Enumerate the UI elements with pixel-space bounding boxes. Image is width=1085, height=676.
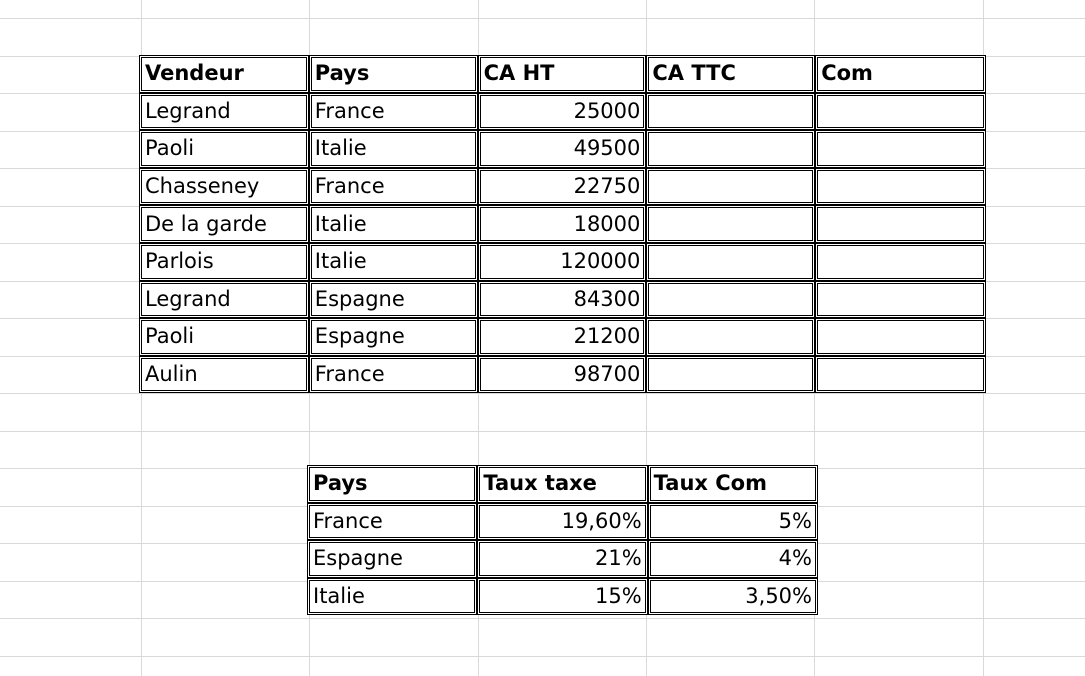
table-row: Espagne 21% 4% [307,540,818,578]
cell-com[interactable] [815,280,986,319]
cell-vendeur[interactable]: Paoli [139,130,309,168]
table-row: Chasseney France 22750 [139,167,986,206]
cell-pays[interactable]: Italie [307,577,478,616]
cell-pays[interactable]: France [307,502,478,541]
cell-pays[interactable]: Italie [308,130,478,168]
header-cell-ca-ttc[interactable]: CA TTC [646,55,816,93]
cell-ca-ht[interactable]: 18000 [477,205,647,243]
table-row: Paoli Italie 49500 [139,130,986,168]
cell-ca-ht[interactable]: 25000 [477,92,647,131]
cell-taux-com[interactable]: 3,50% [647,577,818,616]
cell-ca-ttc[interactable] [646,167,816,206]
cell-ca-ttc[interactable] [646,242,816,281]
header-cell-pays[interactable]: Pays [307,465,478,503]
cell-ca-ht[interactable]: 22750 [477,167,647,206]
cell-pays[interactable]: France [308,92,478,131]
cell-com[interactable] [815,355,986,394]
header-cell-taux-taxe[interactable]: Taux taxe [477,465,648,503]
rates-header-row: Pays Taux taxe Taux Com [307,465,818,503]
sales-table: Vendeur Pays CA HT CA TTC Com Legrand Fr… [139,55,986,394]
header-cell-pays[interactable]: Pays [308,55,478,93]
table-row: France 19,60% 5% [307,502,818,541]
cell-pays[interactable]: France [308,167,478,206]
cell-pays[interactable]: Espagne [307,540,478,578]
cell-vendeur[interactable]: Aulin [139,355,309,394]
sales-header-row: Vendeur Pays CA HT CA TTC Com [139,55,986,93]
cell-ca-ttc[interactable] [646,318,816,356]
cell-pays[interactable]: Italie [308,242,478,281]
cell-taux-taxe[interactable]: 19,60% [477,502,648,541]
header-cell-ca-ht[interactable]: CA HT [477,55,647,93]
cell-pays[interactable]: Espagne [308,280,478,319]
cell-vendeur[interactable]: Paoli [139,318,309,356]
cell-ca-ttc[interactable] [646,92,816,131]
cell-taux-taxe[interactable]: 15% [477,577,648,616]
cell-ca-ht[interactable]: 49500 [477,130,647,168]
cell-ca-ttc[interactable] [646,130,816,168]
cell-ca-ht[interactable]: 98700 [477,355,647,394]
cell-vendeur[interactable]: De la garde [139,205,309,243]
header-cell-vendeur[interactable]: Vendeur [139,55,309,93]
table-row: Parlois Italie 120000 [139,242,986,281]
cell-pays[interactable]: France [308,355,478,394]
table-row: Aulin France 98700 [139,355,986,394]
cell-ca-ht[interactable]: 84300 [477,280,647,319]
cell-ca-ttc[interactable] [646,355,816,394]
cell-com[interactable] [815,205,986,243]
cell-taux-taxe[interactable]: 21% [477,540,648,578]
cell-vendeur[interactable]: Chasseney [139,167,309,206]
cell-ca-ttc[interactable] [646,280,816,319]
cell-taux-com[interactable]: 4% [647,540,818,578]
cell-taux-com[interactable]: 5% [647,502,818,541]
header-cell-com[interactable]: Com [815,55,986,93]
cell-com[interactable] [815,242,986,281]
cell-vendeur[interactable]: Legrand [139,280,309,319]
rates-table: Pays Taux taxe Taux Com France 19,60% 5%… [307,465,818,616]
cell-pays[interactable]: Espagne [308,318,478,356]
cell-vendeur[interactable]: Parlois [139,242,309,281]
cell-com[interactable] [815,318,986,356]
cell-ca-ht[interactable]: 120000 [477,242,647,281]
cell-com[interactable] [815,130,986,168]
cell-ca-ht[interactable]: 21200 [477,318,647,356]
table-row: Legrand France 25000 [139,92,986,131]
cell-vendeur[interactable]: Legrand [139,92,309,131]
cell-com[interactable] [815,167,986,206]
cell-com[interactable] [815,92,986,131]
header-cell-taux-com[interactable]: Taux Com [647,465,818,503]
cell-ca-ttc[interactable] [646,205,816,243]
table-row: Paoli Espagne 21200 [139,318,986,356]
table-row: Italie 15% 3,50% [307,577,818,616]
table-row: De la garde Italie 18000 [139,205,986,243]
table-row: Legrand Espagne 84300 [139,280,986,319]
cell-pays[interactable]: Italie [308,205,478,243]
